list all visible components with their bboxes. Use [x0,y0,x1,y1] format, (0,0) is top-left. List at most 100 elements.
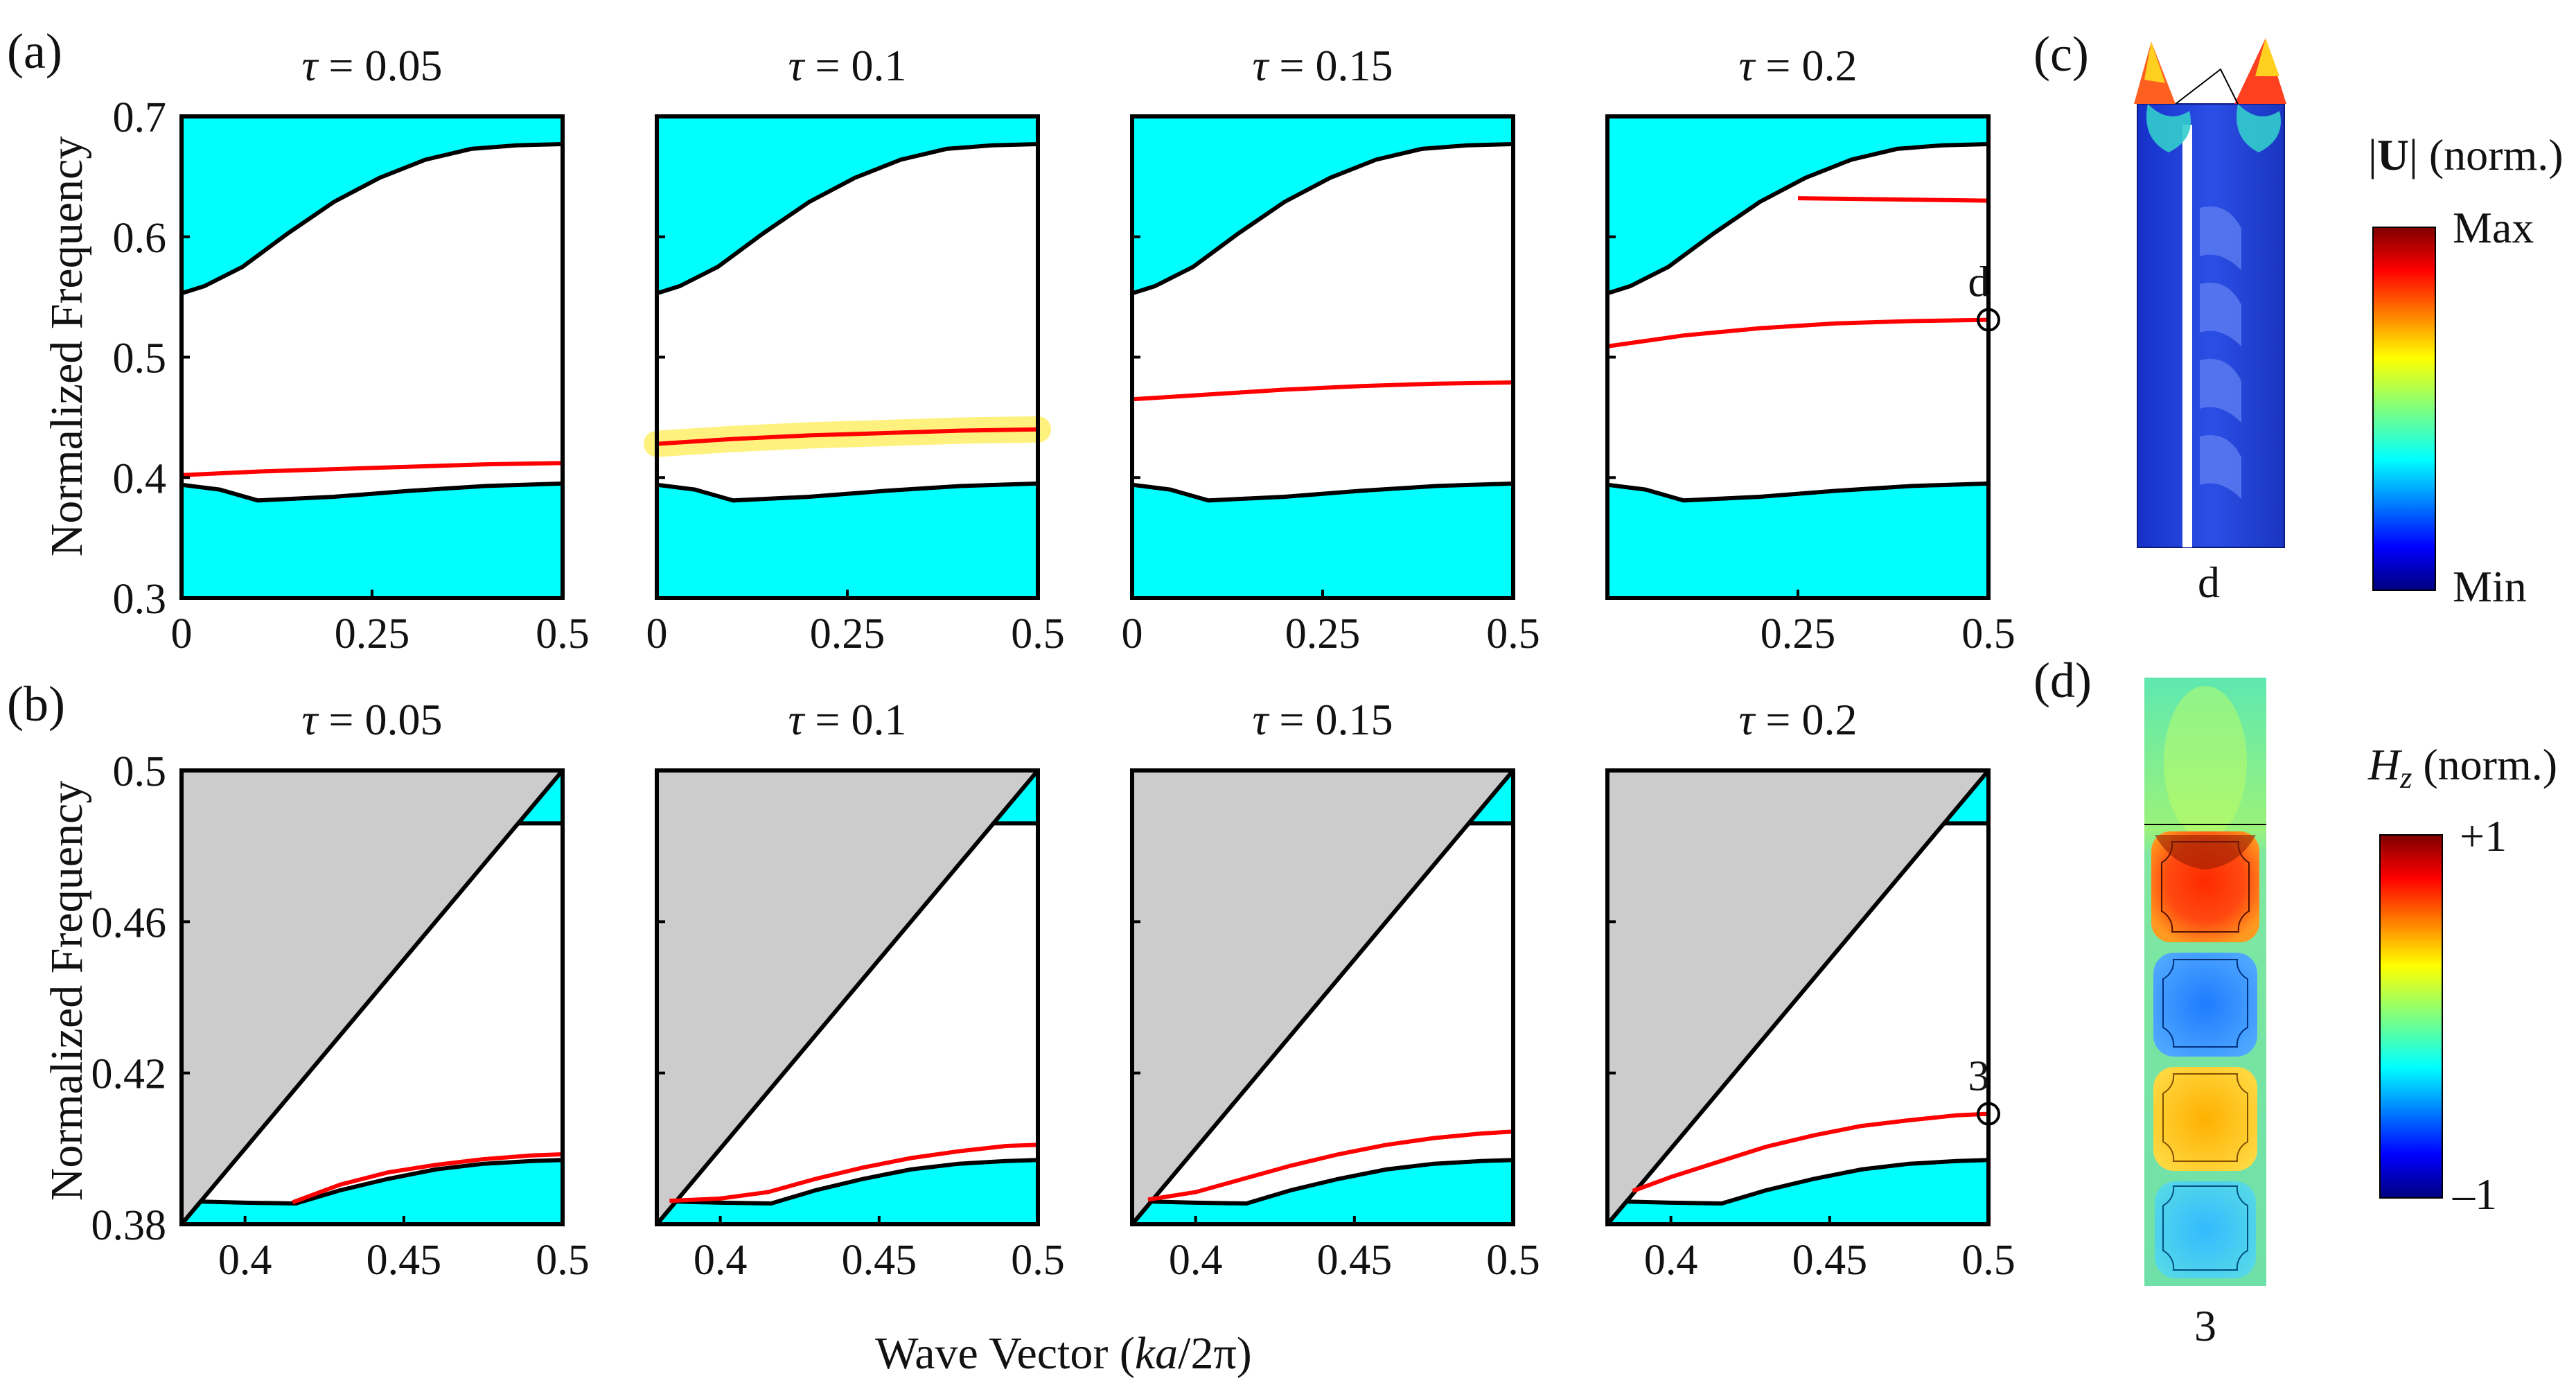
lower-band-edge-a1 [181,481,563,503]
plot-frame-b4 [1605,768,1991,1226]
cell-4 [2155,1181,2256,1278]
colorbar-d-min: –1 [2452,1170,2497,1219]
xlabel-var: ka [1135,1328,1178,1379]
mode-label-3: 3 [2194,1301,2216,1350]
cell-4-fill [2155,1181,2256,1278]
colorbar-c-title-suffix: | (norm.) [2409,130,2564,179]
xtick-label-b3-1: 0.45 [1317,1237,1393,1284]
plot-b1: τ = 0.05 0.38 0.42 0.46 0.5 0.4 0.45 0.5 [91,695,590,1284]
ytick-label-a1-0: 0.3 [113,576,167,623]
tip-right-hl [2255,38,2279,76]
mechanical-mode-image [2134,38,2286,548]
xlabel-suffix: /2π) [1178,1328,1252,1379]
plot-frame-b3 [1130,768,1515,1226]
plot-title-value-b3: = 0.15 [1268,695,1393,744]
lower-band-edge-b2 [655,1158,1039,1226]
defect-mode-a3-0 [1131,380,1514,402]
colorbar-c [2372,227,2436,591]
plot-a3: τ = 0.15 0 0.25 0.5 [1122,41,1540,658]
ytick-label-a1-1: 0.4 [113,455,167,502]
lower-band-edge-b4 [1605,1158,1989,1226]
optical-field-image [2144,678,2266,1286]
lower-band-edge-a4 [1607,481,1989,503]
defect-mode-a4-1 [1797,196,1989,203]
light-line-b2 [655,769,1040,1226]
xtick-label-b4-1: 0.45 [1792,1237,1868,1284]
upper-band-a2 [657,116,1038,294]
tip-grad-left [2146,104,2191,152]
xtick-label-a2-2: 0.5 [1011,610,1065,658]
upper-band-a4 [1607,116,1988,294]
xtick-label-b2-2: 0.5 [1011,1237,1065,1284]
plot-frame-b2 [655,768,1040,1226]
xtick-label-a4-1: 0.5 [1961,610,2015,658]
plot-b2: τ = 0.1 0.4 0.45 0.5 [655,695,1065,1284]
colorbar-c-title-bold: U [2377,130,2409,179]
plot-title-tau-b2: τ [788,695,806,744]
light-line-b3 [1130,769,1515,1226]
lower-band-a2 [657,483,1038,598]
ytick-label-b1-2: 0.46 [91,899,167,946]
structure-outline [2137,103,2285,548]
plot-title-a1: τ = 0.05 [302,41,443,90]
plot-title-tau-a3: τ [1253,41,1270,90]
plot-title-value-b4: = 0.2 [1754,695,1857,744]
lower-band-b4 [1607,1160,1988,1224]
colorbar-d-title-suffix: (norm.) [2412,740,2557,789]
cell-1-outline [2161,841,2250,933]
cell-3-fill [2153,1067,2257,1171]
plot-title-tau-b4: τ [1739,695,1756,744]
xtick-label-b1-2: 0.5 [536,1237,590,1284]
xtick-label-a1-0: 0 [171,610,193,658]
xtick-label-a4-0: 0.25 [1761,610,1836,658]
colorbar-d-max: +1 [2460,811,2507,861]
plot-title-a4: τ = 0.2 [1739,41,1858,90]
upper-band-a1 [182,116,563,294]
ytick-label-a1-4: 0.7 [113,94,167,141]
tip-wire [2175,68,2239,105]
defect-mode-a2-0 [656,427,1039,446]
plot-title-value-b1: = 0.05 [317,695,442,744]
light-line-b1 [179,769,565,1226]
upper-band-a3 [1132,116,1513,294]
plot-a4: τ = 0.2 0.25 0.5 d [1605,41,2015,658]
colorbar-c-min: Min [2453,562,2527,611]
cell-2-outline [2162,959,2248,1048]
ytick-label-a1-3: 0.6 [113,215,167,262]
colorbar-d-title: Hz (norm.) [2367,740,2557,795]
lower-band-b2 [657,1160,1038,1224]
cell-2 [2153,953,2257,1057]
tip-grad-right [2237,104,2281,152]
lower-band-edge-b1 [179,1158,563,1226]
ytick-label-a1-2: 0.5 [113,335,167,382]
xtick-label-b3-0: 0.4 [1169,1237,1223,1284]
colorbar-d-title-sub: z [2399,761,2412,795]
plot-title-value-b2: = 0.1 [804,695,906,744]
xtick-label-a3-0: 0 [1122,610,1143,658]
lower-band-edge-b3 [1130,1158,1514,1226]
lower-band-a1 [182,483,563,598]
plot-title-tau-a2: τ [788,41,806,90]
light-line-b4 [1605,769,1991,1226]
panel-label-a: (a) [7,24,62,79]
defect-mode-b4-0 [1632,1111,1989,1193]
plot-title-b1: τ = 0.05 [302,695,443,744]
structure-gap [2182,125,2192,547]
ylabel-b: Normalized Frequency [42,781,92,1201]
plot-a2: τ = 0.1 0 0.25 0.5 [644,41,1065,658]
xtick-label-a2-1: 0.25 [810,610,885,658]
xtick-label-a3-1: 0.25 [1285,610,1361,658]
ytick-label-b1-0: 0.38 [91,1202,167,1249]
plot-title-value-a3: = 0.15 [1268,41,1393,90]
mode-marker-label-a4: d [1968,259,1990,306]
plot-panels: τ = 0.05 0.3 0.4 0.5 0.6 0.7 0 0.25 0.5 τ = 0.1 0 0… [91,41,2015,1284]
defect-mode-b3-0 [1147,1129,1514,1202]
defect-mode-b2-0 [669,1142,1039,1203]
hole-4 [2200,435,2241,499]
plot-title-tau-a1: τ [302,41,319,90]
plot-title-tau-b1: τ [302,695,319,744]
plot-a1: τ = 0.05 0.3 0.4 0.5 0.6 0.7 0 0.25 0.5 [113,41,590,658]
xtick-label-b2-0: 0.4 [694,1237,748,1284]
field-top-glow [2164,686,2247,838]
